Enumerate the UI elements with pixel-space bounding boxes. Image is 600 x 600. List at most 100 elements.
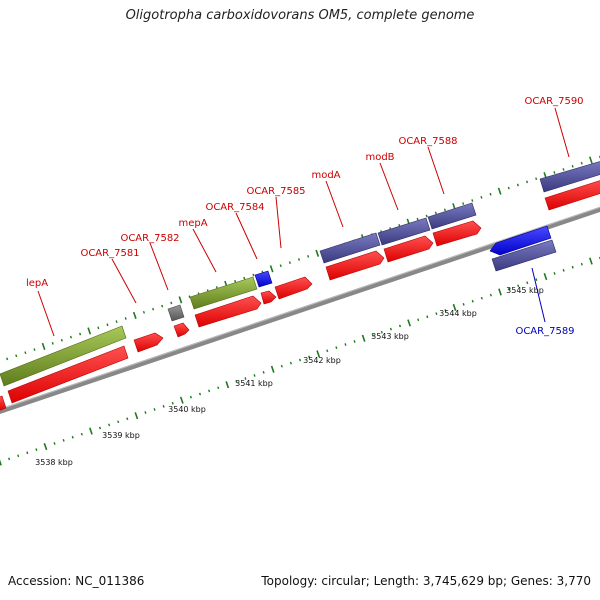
scale-tick [553, 272, 556, 275]
scale-tick [79, 332, 82, 336]
scale-tick [262, 371, 265, 374]
scale-tick [161, 304, 164, 308]
scale-tick [126, 417, 129, 421]
scale-tick [288, 261, 291, 264]
scale-tick [43, 442, 48, 451]
scale-tick [308, 355, 311, 359]
scale-tick [134, 412, 139, 420]
feature-mepA-cds[interactable] [194, 295, 262, 328]
scale-tick [117, 420, 120, 424]
scale-tick [315, 249, 320, 257]
scale-tick [353, 340, 356, 343]
scale-tick [53, 442, 56, 445]
feature-modA[interactable] [319, 232, 381, 264]
feature-OCAR_7589[interactable] [489, 225, 552, 256]
scale-tick [335, 346, 338, 349]
feature-OCAR_7590-cds[interactable] [544, 179, 600, 211]
scale-tick [26, 451, 29, 455]
gene-labels: lepA OCAR_7581 OCAR_7582 mepA OCAR_7584 … [26, 96, 584, 337]
scale-tick [298, 358, 302, 362]
feature-OCAR_7582[interactable] [167, 304, 185, 322]
scale-tick [444, 309, 447, 312]
scale-tick [6, 357, 9, 361]
scale-tick [571, 164, 574, 168]
scale-tick [252, 273, 255, 277]
gene-label-lepA[interactable]: lepA [26, 278, 48, 289]
scale-tick [280, 364, 283, 368]
gene-label-leaders [37, 107, 570, 337]
scale-tick [17, 454, 20, 458]
genome-backbone [0, 206, 600, 414]
scale-tick [497, 187, 502, 195]
scale-tick [371, 333, 374, 337]
scale-tick [235, 380, 238, 383]
feature-OCAR_7589-cds[interactable] [491, 239, 557, 272]
gene-label-OCAR_7588[interactable]: OCAR_7588 [398, 136, 457, 147]
scale-tick [188, 295, 191, 299]
feature-left-edge-cds[interactable] [0, 395, 7, 411]
scale-tick [516, 183, 519, 187]
scale-tick [462, 202, 465, 205]
gene-label-OCAR_7589[interactable]: OCAR_7589 [515, 326, 574, 337]
scale-tick [553, 171, 556, 174]
kbp-label: 3542 kbp [303, 356, 341, 365]
scale-tick [153, 408, 156, 411]
scale-tick [0, 459, 2, 466]
scale-tick [71, 435, 74, 439]
gene-label-mepA[interactable]: mepA [178, 218, 207, 229]
scale-tick [535, 177, 538, 181]
scale-tick [80, 432, 83, 436]
feature-OCAR_7582-cds[interactable] [173, 322, 190, 338]
feature-OCAR_7585[interactable] [274, 276, 313, 300]
gene-label-modA[interactable]: modA [311, 170, 340, 181]
feature-modB-cds[interactable] [383, 235, 434, 263]
gene-label-OCAR_7584[interactable]: OCAR_7584 [205, 202, 264, 213]
scale-tick [416, 217, 419, 221]
gene-label-modB[interactable]: modB [365, 152, 394, 163]
gene-label-OCAR_7590[interactable]: OCAR_7590 [524, 96, 583, 107]
scale-tick [380, 330, 383, 334]
feature-OCAR_7588-cds[interactable] [432, 220, 482, 247]
scale-tick [89, 427, 93, 435]
scale-tick [462, 303, 465, 306]
genome-backbone-highlight [0, 206, 600, 410]
feature-OCAR_7584[interactable] [254, 270, 273, 288]
scale-tick [97, 326, 100, 330]
scale-tick [189, 395, 192, 399]
scale-tick [142, 310, 145, 314]
feature-OCAR_7588[interactable] [427, 202, 477, 230]
scale-tick [407, 319, 411, 327]
feature-modA-cds[interactable] [325, 250, 385, 281]
scale-tick [279, 264, 282, 268]
scale-tick [526, 281, 529, 285]
scale-tick [144, 411, 147, 414]
gene-label-OCAR_7582[interactable]: OCAR_7582 [120, 233, 179, 244]
feature-lepA-cds[interactable] [7, 345, 129, 404]
gene-label-OCAR_7585[interactable]: OCAR_7585 [246, 186, 305, 197]
scale-tick [208, 389, 211, 393]
feature-OCAR_7581[interactable] [133, 332, 164, 353]
scale-tick [243, 276, 246, 280]
scale-tick [589, 257, 593, 265]
scale-tick [33, 348, 36, 351]
feature-mepA[interactable] [189, 276, 258, 310]
scale-tick [234, 279, 237, 283]
scale-tick [435, 312, 438, 315]
scale-tick [41, 342, 46, 351]
feature-lepA[interactable] [0, 325, 127, 387]
kbp-label: 3545 kbp [506, 286, 544, 295]
kbp-label: 3539 kbp [102, 431, 140, 440]
scale-tick [471, 199, 474, 202]
scale-tick [217, 386, 220, 390]
scale-tick [489, 192, 492, 196]
feature-modB[interactable] [377, 217, 431, 246]
kbp-label: 3540 kbp [168, 405, 206, 414]
gene-label-OCAR_7581[interactable]: OCAR_7581 [80, 248, 139, 259]
scale-tick [507, 186, 510, 190]
scale-tick [132, 311, 137, 319]
feature-OCAR_7590[interactable] [539, 160, 600, 193]
scale-tick [471, 299, 474, 303]
scale-tick [489, 293, 492, 297]
feature-OCAR_7584-cds[interactable] [260, 290, 277, 305]
